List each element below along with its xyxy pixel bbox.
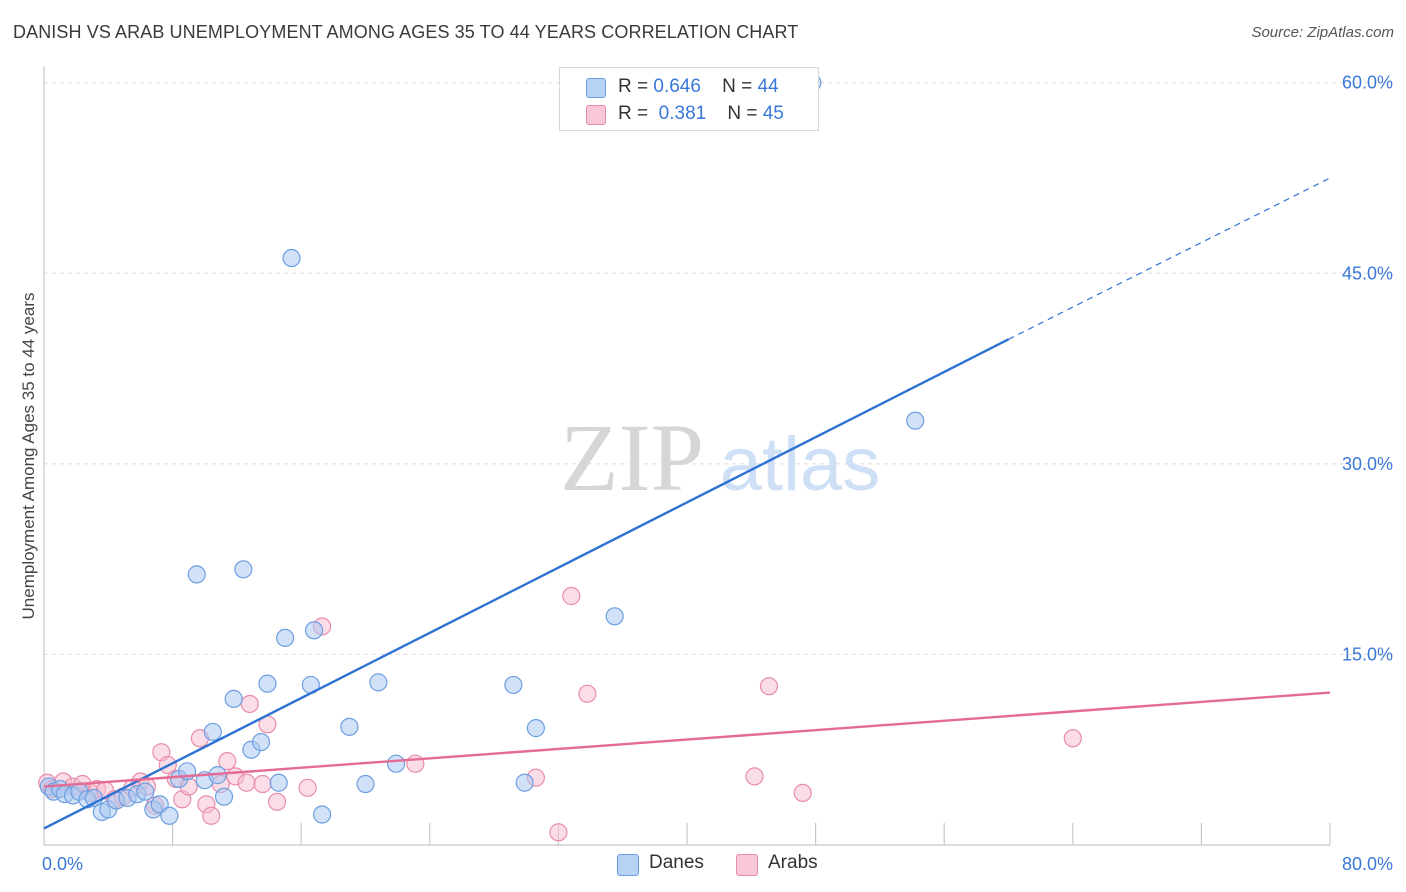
danes-point-28	[258, 674, 277, 693]
arabs-point-32	[406, 754, 425, 773]
danes-r-value: 0.646	[653, 76, 701, 97]
bottom-arabs-swatch	[736, 854, 758, 876]
danes-point-36	[356, 774, 375, 794]
bottom-danes-swatch	[617, 854, 639, 876]
arabs-point-35	[562, 586, 581, 606]
danes-r-label: R =	[618, 76, 649, 97]
arabs-point-39	[793, 783, 812, 803]
arabs-point-27	[253, 774, 272, 794]
chart-title: DANISH VS ARAB UNEMPLOYMENT AMONG AGES 3…	[13, 22, 799, 42]
x-tick-label-min: 0.0%	[42, 854, 83, 874]
danes-point-33	[304, 621, 324, 640]
danes-point-27	[251, 732, 271, 752]
danes-swatch	[586, 78, 606, 98]
danes-point-44	[906, 411, 925, 430]
arabs-n-value: 45	[762, 103, 784, 124]
source-label: Source: ZipAtlas.com	[1251, 24, 1394, 41]
arabs-point-34	[549, 823, 568, 842]
arabs-point-26	[240, 694, 259, 714]
danes-n-label: N =	[722, 76, 753, 97]
danes-trendline	[43, 338, 1010, 830]
arabs-n-label: N =	[727, 103, 758, 124]
arabs-point-21	[202, 806, 221, 825]
danes-trendline-extension	[1008, 177, 1331, 340]
danes-point-31	[282, 248, 301, 268]
x-tick-label-max: 80.0%	[1342, 854, 1393, 874]
watermark-zip: ZIP	[560, 404, 704, 511]
danes-point-25	[234, 560, 253, 579]
arabs-r-label: R =	[618, 103, 649, 124]
arabs-point-29	[267, 792, 287, 811]
bottom-arabs-label: Arabs	[768, 852, 818, 873]
watermark: ZIP atlas	[560, 404, 880, 511]
arabs-point-37	[745, 767, 764, 786]
y-tick-label-0: 15.0%	[1342, 644, 1393, 664]
arabs-point-36	[578, 684, 597, 703]
danes-points	[39, 73, 925, 825]
legend-arabs-text: R = 0.381 N = 45	[618, 103, 784, 125]
tick-labels: 15.0% 30.0% 45.0% 60.0% 0.0% 80.0%	[42, 73, 1393, 874]
y-axis-label: Unemployment Among Ages 35 to 44 years	[19, 293, 38, 620]
arabs-point-38	[759, 677, 779, 696]
danes-point-13	[136, 782, 155, 801]
danes-point-35	[340, 717, 359, 736]
legend-danes-text: R = 0.646 N = 44	[618, 76, 779, 98]
danes-point-37	[369, 673, 388, 692]
danes-n-value: 44	[757, 76, 779, 97]
danes-point-21	[203, 722, 222, 742]
danes-point-40	[515, 773, 534, 792]
y-tick-label-2: 45.0%	[1342, 263, 1393, 283]
arabs-point-40	[1063, 729, 1082, 748]
danes-point-30	[276, 628, 295, 648]
arabs-swatch	[586, 105, 606, 125]
gridlines	[44, 82, 1390, 655]
arabs-points	[38, 586, 1082, 842]
bottom-danes-label: Danes	[649, 852, 704, 873]
danes-point-23	[214, 787, 234, 806]
correlation-legend: R = 0.646 N = 44 R = 0.381 N = 45	[559, 67, 819, 131]
danes-point-38	[386, 754, 406, 773]
arabs-point-23	[218, 752, 237, 771]
arabs-point-25	[237, 773, 256, 792]
danes-point-24	[224, 689, 243, 708]
danes-point-29	[269, 773, 288, 792]
arabs-trendline	[43, 691, 1331, 788]
danes-point-34	[312, 805, 332, 824]
danes-point-42	[605, 607, 624, 626]
watermark-atlas: atlas	[720, 422, 881, 507]
y-tick-label-3: 60.0%	[1342, 73, 1393, 93]
danes-point-16	[160, 806, 179, 825]
danes-point-41	[526, 719, 545, 738]
arabs-point-30	[298, 778, 317, 797]
danes-point-19	[187, 565, 206, 584]
arabs-r-value: 0.381	[658, 103, 707, 124]
danes-point-39	[504, 675, 523, 695]
trendlines	[43, 177, 1331, 830]
y-tick-label-1: 30.0%	[1342, 454, 1393, 474]
